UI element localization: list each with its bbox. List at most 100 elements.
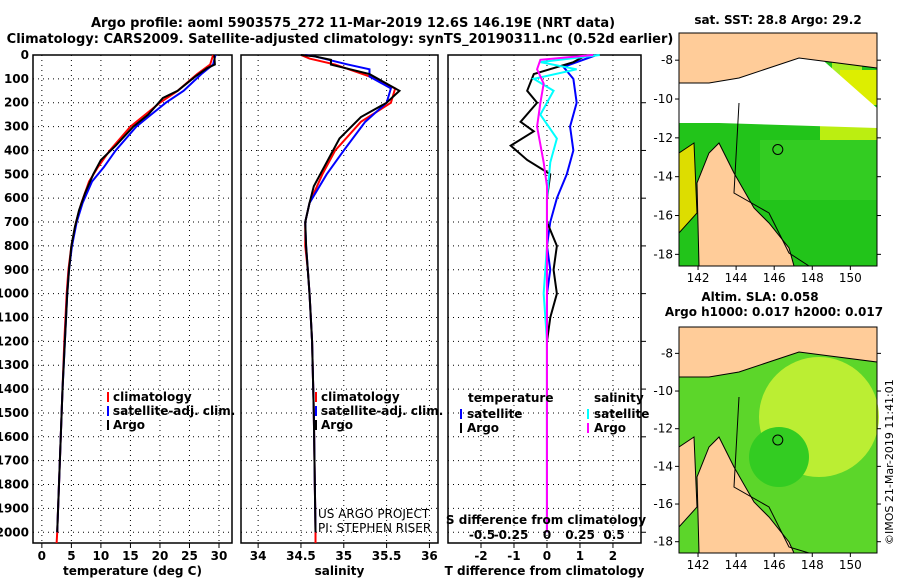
map-y-tick-label: -16	[653, 497, 673, 511]
panel-1: 0 5 10 15 20 25 30 temperature (deg C) 0 100 200 30…	[0, 48, 235, 578]
map-y-tick-label: -10	[653, 384, 673, 398]
map-subtitle: Argo h1000: 0.017 h2000: 0.017	[665, 305, 883, 319]
title-line2: Climatology: CARS2009. Satellite-adjuste…	[7, 32, 674, 47]
panel-3: -2 -1 0 1 2T difference from climatology temp…	[445, 54, 649, 578]
x-tick-label: 10	[93, 549, 110, 563]
x2-tick-label: -0.25	[494, 528, 529, 542]
map-x-tick-label: 146	[763, 271, 786, 285]
series-t-satellite	[545, 54, 597, 533]
map-y-tick-label: -18	[653, 247, 673, 261]
map-1: 142 144 146 148 150 -8 -10 -12 -14 -16 -18 sat. SST…	[653, 13, 881, 285]
y-tick-label: 1300	[0, 358, 29, 372]
x-tick-label: 5	[67, 549, 75, 563]
x2-tick-label: 0.25	[565, 528, 595, 542]
argo-location-marker	[772, 434, 784, 446]
map-x-tick-label: 150	[839, 558, 862, 572]
legend-label: satellite	[594, 407, 649, 421]
map-y-tick-label: -8	[661, 53, 673, 67]
bathymetry-contour	[733, 396, 810, 554]
map-2: 142 144 146 148 150 -8 -10 -12 -14 -16 -18 Altim. S…	[653, 290, 883, 572]
map-y-tick-label: -18	[653, 535, 673, 549]
x-tick-label: 35.5	[372, 549, 402, 563]
map-frame	[678, 32, 878, 267]
legend-heading-temperature: temperature	[468, 391, 553, 405]
y-tick-label: 2000	[0, 525, 29, 539]
map-y-tick-label: -14	[653, 170, 673, 184]
map-frame	[678, 326, 878, 554]
y-tick-label: 0	[21, 48, 29, 62]
y-tick-label: 1100	[0, 310, 29, 324]
y-tick-label: 200	[4, 96, 29, 110]
imos-credit: ©IMOS 21-Mar-2019 11:41:01	[883, 379, 896, 545]
legend-label: Argo	[113, 418, 145, 432]
credit-project: US ARGO PROJECT	[318, 507, 430, 521]
y-tick-label: 1000	[0, 287, 29, 301]
y-tick-label: 500	[4, 167, 29, 181]
map-x-tick-label: 142	[687, 558, 710, 572]
x-tick-label: -2	[474, 549, 487, 563]
x-tick-label: 34.5	[286, 549, 316, 563]
legend-label: satellite-adj. clim.	[113, 404, 235, 418]
map-y-tick-label: -12	[653, 422, 673, 436]
x2-tick-label: -0.5	[469, 528, 495, 542]
map-x-tick-label: 142	[687, 271, 710, 285]
map-x-tick-label: 148	[801, 271, 824, 285]
sla-low-area	[749, 427, 809, 487]
x2-tick-label: 0.5	[603, 528, 624, 542]
credit-pi: PI: STEPHEN RISER	[318, 521, 431, 535]
map-x-tick-label: 150	[839, 271, 862, 285]
bathymetry-contour	[733, 102, 810, 267]
plot-frame	[240, 54, 439, 544]
map-x-tick-label: 144	[725, 271, 748, 285]
map-title: sat. SST: 28.8 Argo: 29.2	[694, 13, 861, 27]
legend-label: Argo	[321, 418, 353, 432]
map-x-tick-label: 148	[801, 558, 824, 572]
plot-frame	[32, 54, 233, 544]
x-tick-label: 30	[211, 549, 228, 563]
legend-label: satellite	[467, 407, 522, 421]
map-y-tick-label: -8	[661, 346, 673, 360]
x-tick-label: 25	[181, 549, 198, 563]
map-y-tick-label: -14	[653, 459, 673, 473]
y-tick-label: 700	[4, 215, 29, 229]
x-tick-label: 0	[543, 549, 551, 563]
map-x-tick-label: 146	[763, 558, 786, 572]
sst-cell	[760, 140, 877, 200]
y-tick-label: 100	[4, 72, 29, 86]
legend-label: climatology	[113, 390, 192, 404]
legend-label: Argo	[594, 421, 626, 435]
x-tick-label: 15	[122, 549, 139, 563]
series-t-argo	[509, 54, 588, 533]
x-tick-label: 1	[576, 549, 584, 563]
y-tick-label: 1200	[0, 334, 29, 348]
x2-tick-label: 0	[543, 528, 551, 542]
title-line1: Argo profile: aoml 5903575_272 11-Mar-20…	[91, 16, 615, 31]
series-s-argo	[536, 54, 594, 533]
legend-label: Argo	[467, 421, 499, 435]
legend-heading-salinity: salinity	[594, 391, 644, 405]
x2-axis-label: S difference from climatology	[446, 513, 646, 527]
map-title: Altim. SLA: 0.058	[701, 290, 818, 304]
y-tick-label: 1700	[0, 454, 29, 468]
x-tick-label: -1	[507, 549, 520, 563]
x-axis-label: salinity	[315, 564, 365, 578]
x-axis-label: temperature (deg C)	[63, 564, 202, 578]
y-tick-label: 1400	[0, 382, 29, 396]
x-tick-label: 35	[335, 549, 352, 563]
plot-frame	[447, 54, 642, 544]
map-y-tick-label: -16	[653, 209, 673, 223]
panel-2: 34 34.5 35 35.5 36 salinity climatologysatelli…	[240, 54, 443, 578]
y-tick-label: 1800	[0, 478, 29, 492]
y-tick-label: 1500	[0, 406, 29, 420]
y-tick-label: 800	[4, 239, 29, 253]
x-axis-label: T difference from climatology	[445, 564, 645, 578]
y-tick-label: 400	[4, 143, 29, 157]
map-y-tick-label: -12	[653, 131, 673, 145]
x-tick-label: 36	[421, 549, 438, 563]
y-tick-label: 300	[4, 120, 29, 134]
land-australia	[696, 142, 795, 267]
argo-location-marker	[772, 144, 784, 155]
x-tick-label: 20	[152, 549, 169, 563]
y-tick-label: 600	[4, 191, 29, 205]
